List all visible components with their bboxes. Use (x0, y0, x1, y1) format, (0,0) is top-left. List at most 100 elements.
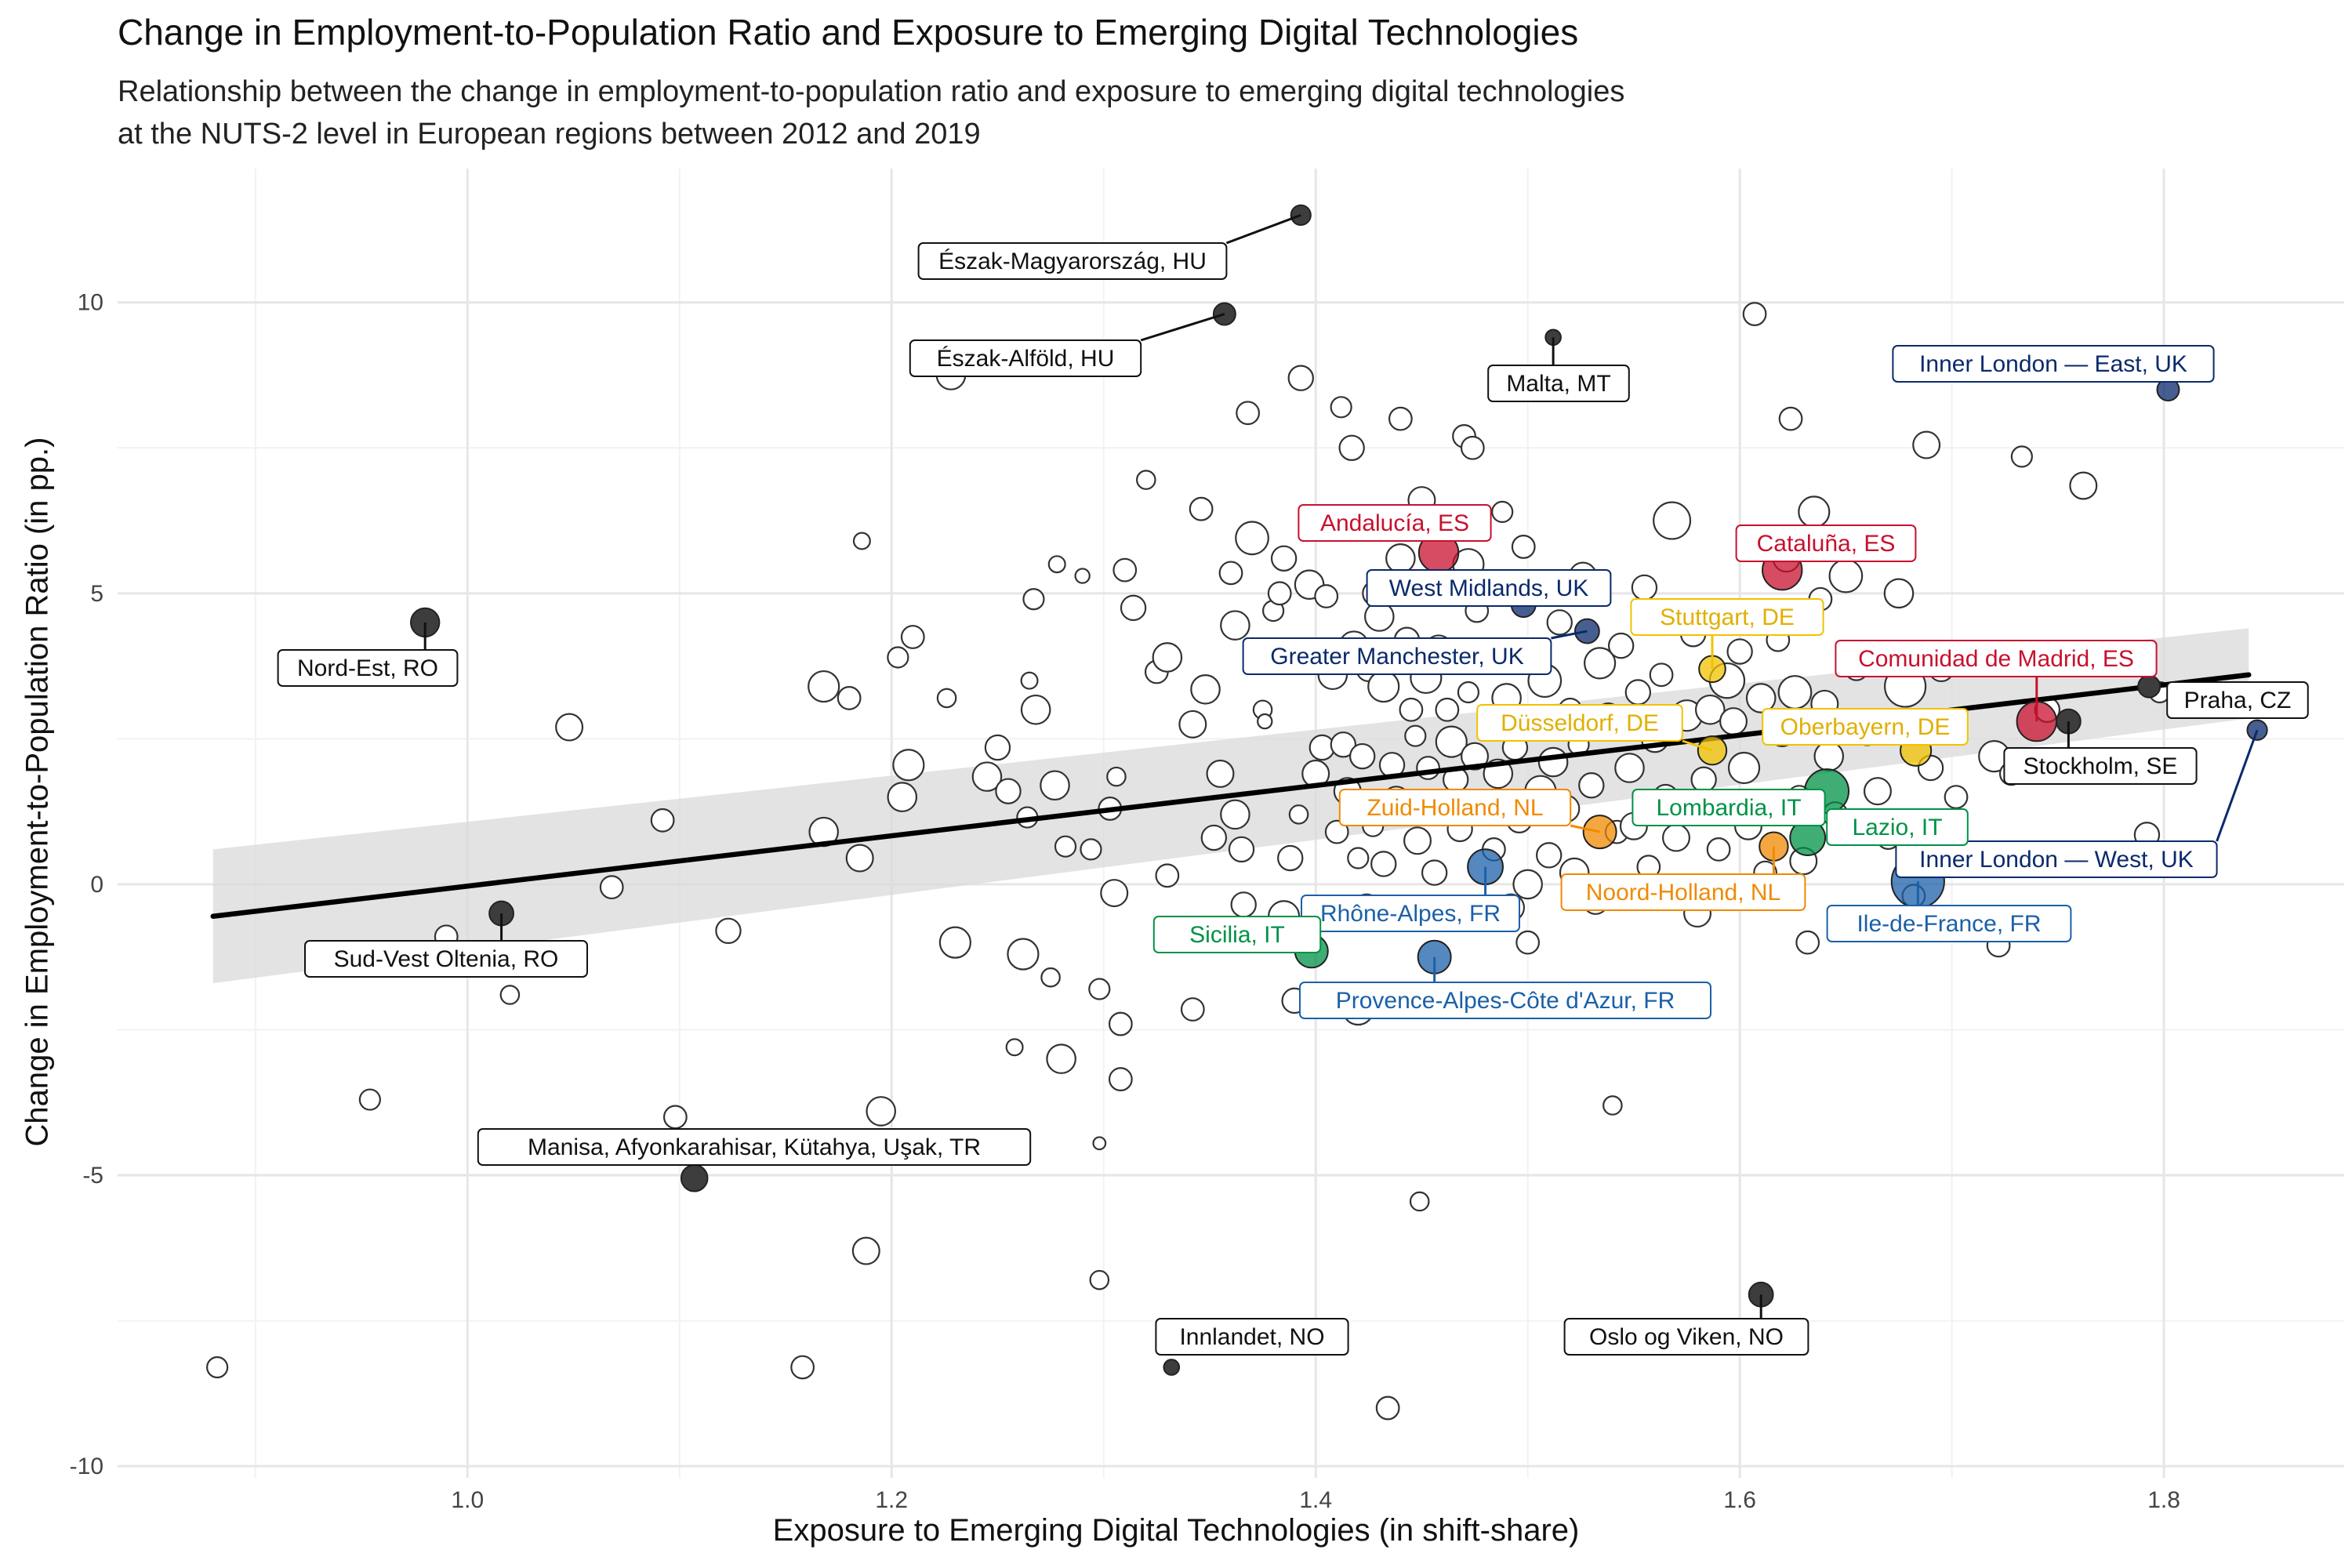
region-point (1607, 632, 1635, 659)
region-point (887, 782, 918, 812)
point-label: Lombardia, IT (1632, 789, 1826, 826)
label-text: Greater Manchester, UK (1270, 644, 1523, 670)
label-text: Düsseldorf, DE (1501, 710, 1659, 736)
region-point (1694, 694, 1726, 725)
point-label: Comunidad de Madrid, ES (1835, 640, 2158, 722)
region-point (852, 532, 871, 550)
label-text: Nord-Est, RO (297, 655, 438, 681)
region-point (1404, 724, 1427, 747)
region-point (887, 646, 909, 669)
region-point (1798, 495, 1831, 528)
label-connector (1225, 213, 1301, 245)
region-point (1189, 496, 1214, 521)
region-point (1020, 671, 1039, 690)
region-point (1267, 581, 1292, 606)
region-point (1828, 558, 1864, 593)
point-label: Inner London — West, UK (1895, 729, 2259, 878)
region-point (1461, 742, 1490, 771)
label-box (1835, 640, 2158, 677)
label-connector (1551, 630, 1588, 640)
label-text: Észak-Magyarország, HU (938, 249, 1207, 274)
region-point (1742, 302, 1767, 326)
region-point (1040, 770, 1070, 801)
region-point (1200, 824, 1228, 851)
region-point (1190, 673, 1221, 705)
y-tick-label: 10 (78, 290, 103, 316)
label-text: Malta, MT (1506, 371, 1610, 397)
y-axis-label-text: Change in Employment-to-Population Ratio… (20, 437, 55, 1147)
label-text: Manisa, Afyonkarahisar, Kütahya, Uşak, T… (528, 1134, 981, 1160)
region-point (1403, 826, 1432, 855)
region-point (1206, 759, 1235, 788)
region-point (1040, 967, 1061, 988)
label-box (1152, 916, 1322, 953)
region-point (1047, 555, 1066, 574)
region-point (1022, 588, 1045, 611)
region-point (555, 713, 584, 742)
region-point (1287, 365, 1314, 391)
label-text: Andalucía, ES (1320, 510, 1469, 536)
label-connector (1570, 824, 1600, 833)
region-point (1236, 401, 1261, 426)
region-point (1092, 1136, 1107, 1151)
region-point (845, 844, 874, 873)
region-point (971, 761, 1003, 792)
region-point (1112, 557, 1138, 583)
region-point (1330, 396, 1352, 419)
label-text: Ile-de-France, FR (1857, 911, 2041, 937)
label-text: Noord-Holland, NL (1586, 880, 1780, 906)
region-point (1584, 647, 1617, 680)
region-point (1863, 777, 1892, 806)
point-label: Sud-Vest Oltenia, RO (304, 913, 588, 978)
region-point (851, 1236, 880, 1265)
region-point (1370, 851, 1397, 877)
region-point (2010, 445, 2033, 468)
label-box (1762, 708, 1969, 746)
region-point (1180, 997, 1205, 1022)
region-point (1435, 725, 1468, 758)
region-point (1662, 823, 1691, 852)
label-box (1563, 1318, 1809, 1356)
region-point (1777, 675, 1813, 710)
region-point (1347, 847, 1370, 869)
label-text: Rhône-Alpes, FR (1320, 901, 1501, 927)
region-point (1106, 766, 1127, 787)
point-label: Düsseldorf, DE (1476, 704, 1713, 752)
region-point (1288, 804, 1309, 825)
region-point (1338, 434, 1365, 461)
region-point (1136, 470, 1156, 490)
label-box (1826, 808, 1969, 846)
region-point (1460, 435, 1485, 460)
label-connector (1140, 313, 1225, 342)
label-box (1735, 524, 1917, 562)
label-box (1298, 504, 1492, 542)
region-point (715, 917, 742, 945)
region-point (1649, 662, 1674, 688)
region-point (837, 686, 862, 710)
y-tick-label: -10 (70, 1454, 103, 1479)
point-label: Lazio, IT (1826, 808, 1969, 846)
chart-subtitle-line-2: at the NUTS-2 level in European regions … (118, 118, 981, 151)
region-point (1388, 406, 1413, 431)
region-point (1020, 694, 1051, 725)
label-text: Lazio, IT (1852, 815, 1942, 840)
region-point (599, 875, 624, 900)
region-point (1220, 610, 1250, 641)
label-box (304, 940, 588, 978)
region-point (1046, 1044, 1076, 1074)
label-box (1632, 789, 1826, 826)
label-text: Oberbayern, DE (1780, 714, 1951, 740)
region-point (1399, 697, 1424, 722)
region-point (1536, 842, 1563, 869)
chart-subtitle: Relationship between the change in emplo… (118, 71, 1624, 155)
label-box (917, 242, 1228, 280)
region-point (938, 926, 971, 959)
region-point (1257, 713, 1273, 730)
y-tick-label: -5 (82, 1163, 103, 1189)
label-text: Cataluña, ES (1757, 531, 1896, 557)
point-labels: Észak-Magyarország, HU Észak-Alföld, HU Ma… (277, 213, 2309, 1356)
region-point (1614, 753, 1645, 783)
region-point (1883, 578, 1915, 609)
region-point (662, 1105, 688, 1130)
